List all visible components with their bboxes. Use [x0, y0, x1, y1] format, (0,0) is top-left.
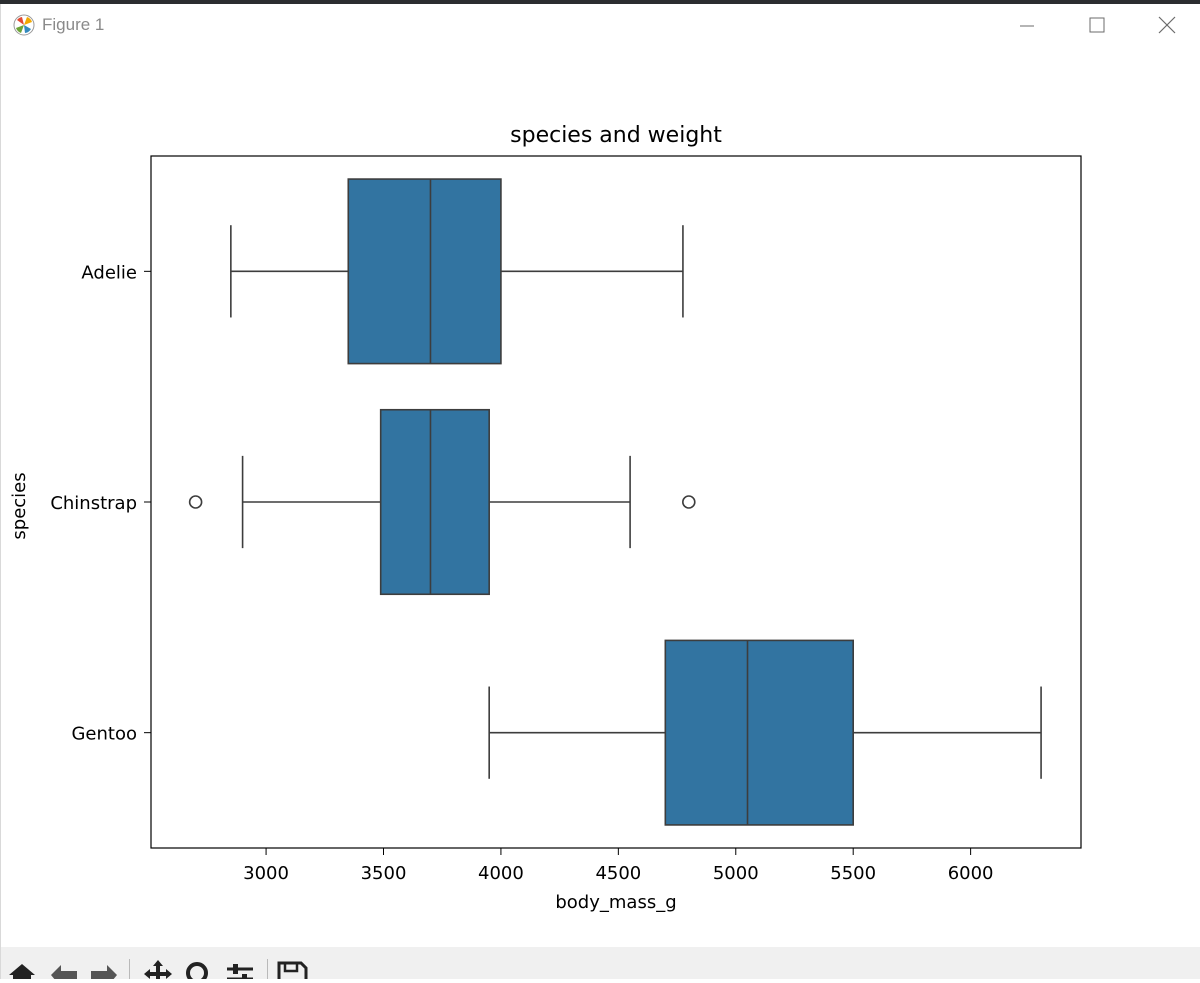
- minimize-button[interactable]: [1005, 10, 1049, 42]
- box-chinstrap: [379, 408, 490, 596]
- x-tick-label-3000: 3000: [243, 863, 289, 884]
- forward-arrow-icon: [91, 965, 117, 979]
- navigation-toolbar: [1, 947, 1200, 979]
- configure-subplots-icon: [227, 964, 253, 979]
- toolbar-separator: [267, 959, 268, 979]
- pan-move-icon: [144, 960, 172, 979]
- zoom-button[interactable]: [181, 957, 215, 979]
- back-button[interactable]: [47, 957, 81, 979]
- plot-layer: Adelie Chinstrap Gentoo 3000 3500 4000 4500 500…: [50, 178, 1042, 884]
- outlier-chinstrap: [682, 495, 696, 509]
- x-tick-label-5000: 5000: [713, 863, 759, 884]
- x-tick-label-4500: 4500: [595, 863, 641, 884]
- x-tick-label-3500: 3500: [361, 863, 407, 884]
- forward-button[interactable]: [87, 957, 121, 979]
- close-icon: [1158, 16, 1176, 34]
- maximize-icon: [1089, 17, 1105, 33]
- plot-frame: [150, 155, 1082, 849]
- back-arrow-icon: [51, 965, 77, 979]
- box-gentoo: [664, 639, 854, 826]
- outlier-chinstrap: [188, 495, 203, 509]
- zoom-magnifier-icon: [186, 962, 208, 979]
- box-adelie: [347, 178, 502, 365]
- close-button[interactable]: [1145, 10, 1189, 42]
- chart-area: species and weight body_mass_g species A…: [1, 4, 1200, 979]
- chart-title: species and weight: [510, 123, 722, 148]
- home-icon: [9, 964, 35, 979]
- figure-window: species and weight body_mass_g species A…: [0, 4, 1200, 979]
- save-button[interactable]: [275, 957, 309, 979]
- y-tick-label-adelie: Adelie: [81, 262, 137, 283]
- minimize-icon: [1020, 25, 1034, 27]
- matplotlib-logo-icon: [13, 14, 35, 36]
- x-tick-label-5500: 5500: [830, 863, 876, 884]
- x-axis-label: body_mass_g: [555, 892, 676, 913]
- boxplot-chart: species and weight body_mass_g species A…: [9, 123, 1082, 913]
- window-titlebar[interactable]: Figure 1: [1, 4, 1200, 48]
- pan-button[interactable]: [141, 957, 175, 979]
- window-title: Figure 1: [42, 15, 105, 34]
- save-figure-icon: [277, 961, 308, 979]
- maximize-button[interactable]: [1075, 10, 1119, 42]
- y-tick-label-gentoo: Gentoo: [71, 724, 137, 745]
- taskbar-strip: [0, 0, 1200, 4]
- home-button[interactable]: [5, 957, 39, 979]
- toolbar-separator: [129, 959, 130, 979]
- x-tick-label-6000: 6000: [948, 863, 994, 884]
- y-axis-label: species: [9, 472, 30, 539]
- configure-subplots-button[interactable]: [223, 957, 257, 979]
- x-tick-label-4000: 4000: [478, 863, 524, 884]
- y-tick-label-chinstrap: Chinstrap: [50, 493, 137, 514]
